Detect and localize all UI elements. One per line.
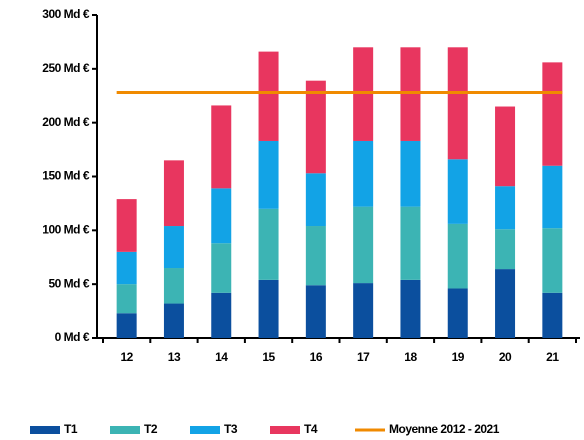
bar-segment [447,47,468,160]
bar-segment [305,80,326,174]
x-tick-label: 19 [452,350,465,364]
bar-segment [400,279,421,338]
bar-segment [542,62,563,166]
bar-segment [495,186,516,230]
bar-segment [353,140,374,207]
y-tick-label: 100 Md € [42,223,90,237]
legend-label: Moyenne 2012 - 2021 [389,422,500,436]
bar-segment [495,106,516,187]
bar-segment [495,229,516,270]
bar-segment [495,269,516,338]
x-tick-label: 12 [120,350,133,364]
bar-segment [305,173,326,227]
bar-segment [353,206,374,284]
y-tick-label: 50 Md € [48,276,89,290]
bar-segment [211,292,232,338]
bar-segment [305,226,326,286]
legend-swatch [190,426,220,434]
legend-label: T3 [224,422,238,436]
legend-label: T2 [144,422,158,436]
legend-swatch [270,426,300,434]
bar-segment [211,243,232,293]
bar-segment [400,140,421,207]
bar-segment [163,226,184,269]
bar-segment [400,47,421,141]
bar-segment [116,313,137,338]
x-tick-label: 16 [310,350,323,364]
x-tick-label: 18 [404,350,417,364]
y-tick-label: 300 Md € [42,7,90,21]
bar-segment [447,159,468,224]
bar-segment [447,223,468,289]
bar-segment [305,285,326,338]
bar-segment [258,51,279,141]
bar-segment [258,208,279,280]
x-tick-label: 14 [215,350,228,364]
bar-segment [353,283,374,338]
bar-segment [116,199,137,252]
x-tick-label: 20 [499,350,512,364]
bar-segment [211,188,232,244]
x-tick-label: 21 [546,350,559,364]
x-tick-label: 13 [168,350,181,364]
y-tick-label: 250 Md € [42,61,90,75]
legend-label: T1 [64,422,78,436]
y-tick-label: 200 Md € [42,115,90,129]
bar-segment [258,140,279,209]
bar-segment [211,105,232,189]
bar-segment [116,284,137,314]
bar-segment [542,165,563,229]
bar-segment [447,288,468,338]
bar-segment [400,206,421,280]
legend-swatch [110,426,140,434]
bar-segment [163,160,184,227]
bar-segment [163,303,184,338]
legend-swatch [30,426,60,434]
x-tick-label: 17 [357,350,370,364]
bar-segment [258,279,279,338]
x-tick-label: 15 [262,350,275,364]
bar-segment [163,268,184,304]
bar-segment [542,228,563,293]
bar-segment [542,292,563,338]
y-tick-label: 0 Md € [55,330,90,344]
y-tick-label: 150 Md € [42,169,90,183]
bar-segment [353,47,374,141]
legend-label: T4 [304,422,318,436]
bar-segment [116,251,137,285]
